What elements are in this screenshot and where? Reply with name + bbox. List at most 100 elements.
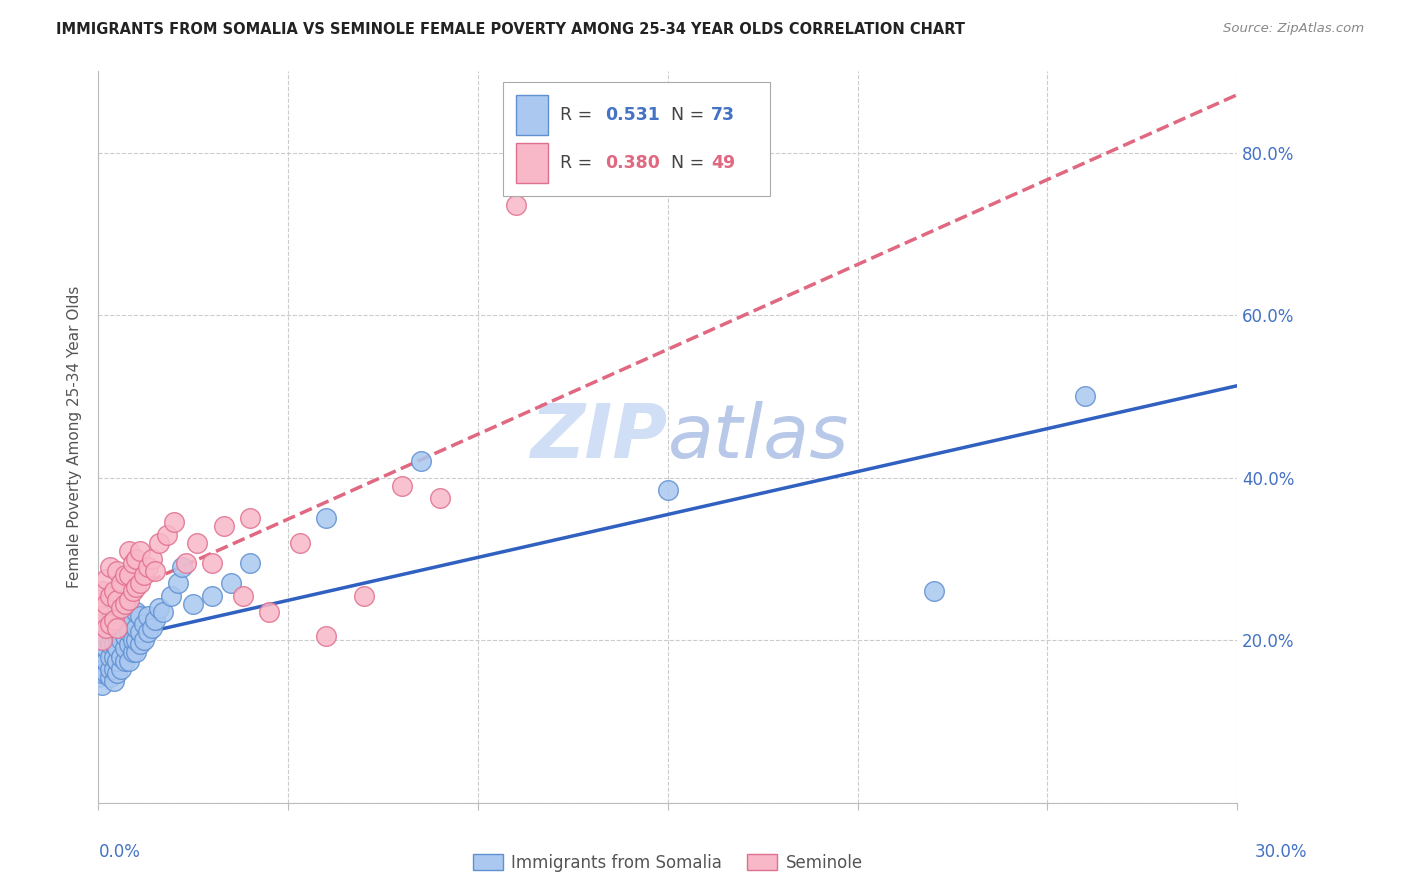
Point	[505, 198, 527, 212]
Point	[118, 568, 141, 582]
Point	[87, 637, 110, 651]
Point	[110, 600, 132, 615]
Text: R =: R =	[560, 106, 598, 124]
Point	[136, 625, 159, 640]
Point	[118, 608, 141, 623]
Point	[129, 576, 152, 591]
Point	[145, 613, 167, 627]
Point	[94, 621, 117, 635]
Point	[103, 613, 125, 627]
Text: Source: ZipAtlas.com: Source: ZipAtlas.com	[1223, 22, 1364, 36]
Point	[114, 654, 136, 668]
Point	[411, 454, 433, 468]
Point	[114, 597, 136, 611]
Point	[239, 556, 262, 570]
Point	[186, 535, 208, 549]
Point	[98, 589, 121, 603]
Text: R =: R =	[560, 153, 598, 172]
Point	[391, 479, 413, 493]
Point	[429, 491, 451, 505]
Point	[87, 592, 110, 607]
Point	[118, 637, 141, 651]
Point	[91, 654, 114, 668]
Point	[98, 662, 121, 676]
Legend: Immigrants from Somalia, Seminole: Immigrants from Somalia, Seminole	[467, 847, 869, 879]
Point	[94, 641, 117, 656]
Point	[657, 483, 679, 497]
Point	[110, 633, 132, 648]
Point	[91, 678, 114, 692]
Point	[94, 654, 117, 668]
Text: IMMIGRANTS FROM SOMALIA VS SEMINOLE FEMALE POVERTY AMONG 25-34 YEAR OLDS CORRELA: IMMIGRANTS FROM SOMALIA VS SEMINOLE FEMA…	[56, 22, 966, 37]
Point	[118, 592, 141, 607]
Point	[107, 621, 129, 635]
Point	[98, 625, 121, 640]
Point	[121, 633, 143, 648]
Point	[148, 600, 170, 615]
Point	[125, 633, 148, 648]
Point	[107, 665, 129, 680]
Point	[94, 617, 117, 632]
Point	[132, 568, 155, 582]
Point	[94, 597, 117, 611]
Point	[141, 552, 163, 566]
Text: 73: 73	[711, 106, 735, 124]
Point	[94, 665, 117, 680]
Point	[132, 617, 155, 632]
Text: 49: 49	[711, 153, 735, 172]
Point	[87, 670, 110, 684]
Point	[107, 625, 129, 640]
Point	[145, 564, 167, 578]
Point	[103, 662, 125, 676]
Point	[87, 645, 110, 659]
Point	[103, 649, 125, 664]
Point	[114, 641, 136, 656]
Point	[98, 670, 121, 684]
Point	[121, 645, 143, 659]
FancyBboxPatch shape	[503, 82, 770, 195]
Point	[159, 589, 181, 603]
Point	[174, 556, 197, 570]
Point	[136, 560, 159, 574]
Point	[201, 589, 224, 603]
Point	[239, 511, 262, 525]
Point	[129, 608, 152, 623]
Point	[91, 584, 114, 599]
Point	[91, 633, 114, 648]
Point	[118, 544, 141, 558]
Point	[353, 589, 375, 603]
Point	[110, 649, 132, 664]
Text: N =: N =	[659, 153, 710, 172]
Point	[98, 560, 121, 574]
Point	[107, 654, 129, 668]
FancyBboxPatch shape	[516, 143, 548, 183]
Point	[91, 633, 114, 648]
Point	[103, 673, 125, 688]
Text: 0.380: 0.380	[605, 153, 659, 172]
Point	[110, 576, 132, 591]
Point	[94, 629, 117, 643]
Point	[87, 617, 110, 632]
Point	[98, 613, 121, 627]
Point	[94, 572, 117, 586]
Text: 0.0%: 0.0%	[98, 843, 141, 861]
Point	[163, 516, 186, 530]
Text: 30.0%: 30.0%	[1256, 843, 1308, 861]
Point	[1074, 389, 1097, 403]
Point	[118, 625, 141, 640]
Point	[107, 592, 129, 607]
Point	[212, 519, 235, 533]
Text: N =: N =	[659, 106, 710, 124]
Point	[98, 649, 121, 664]
Y-axis label: Female Poverty Among 25-34 Year Olds: Female Poverty Among 25-34 Year Olds	[67, 286, 83, 588]
Point	[152, 605, 174, 619]
FancyBboxPatch shape	[516, 95, 548, 136]
Point	[156, 527, 179, 541]
Point	[129, 544, 152, 558]
Point	[110, 617, 132, 632]
Point	[201, 556, 224, 570]
Point	[91, 665, 114, 680]
Point	[315, 511, 337, 525]
Point	[232, 589, 254, 603]
Point	[183, 597, 205, 611]
